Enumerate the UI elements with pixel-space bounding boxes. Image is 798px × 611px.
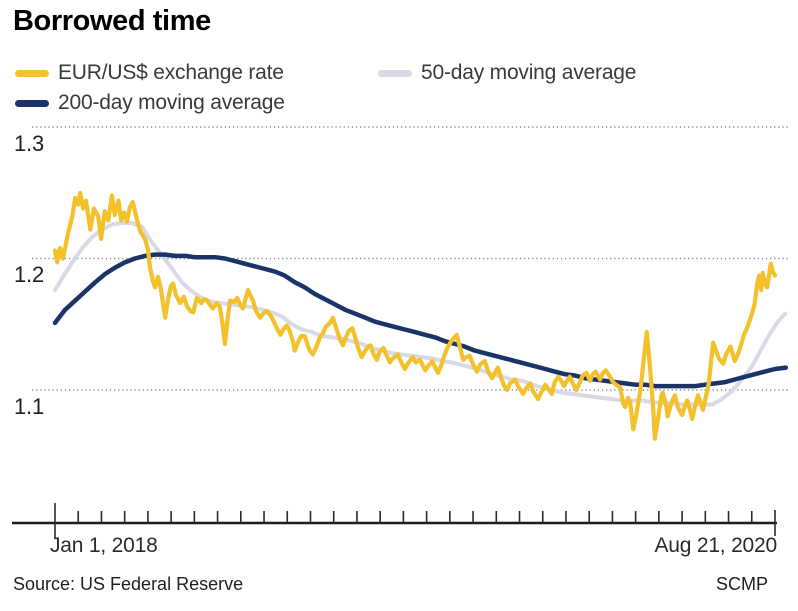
- eur-usd-line-swatch: [15, 69, 49, 77]
- y-axis-tick-label: 1.2: [14, 262, 44, 287]
- legend-label: 200-day moving average: [58, 91, 285, 114]
- publisher-credit: SCMP: [715, 574, 768, 594]
- legend-item-200-day-ma: 200-day moving average: [15, 91, 285, 115]
- x-axis-start-label: Jan 1, 2018: [50, 534, 158, 557]
- page-title: Borrowed time: [13, 5, 211, 37]
- x-axis-end-label: Aug 21, 2020: [654, 534, 777, 557]
- ma200-line-swatch: [15, 99, 49, 107]
- legend-item-50-day-ma: 50-day moving average: [378, 61, 636, 85]
- legend-label: EUR/US$ exchange rate: [58, 61, 284, 84]
- ma50-line-swatch: [378, 69, 412, 77]
- legend-label: 50-day moving average: [421, 61, 637, 84]
- source-attribution: Source: US Federal Reserve: [13, 574, 244, 594]
- y-axis-tick-label: 1.1: [14, 394, 44, 419]
- y-axis-tick-label: 1.3: [14, 131, 44, 156]
- legend-item-eur-usd: EUR/US$ exchange rate: [15, 61, 284, 85]
